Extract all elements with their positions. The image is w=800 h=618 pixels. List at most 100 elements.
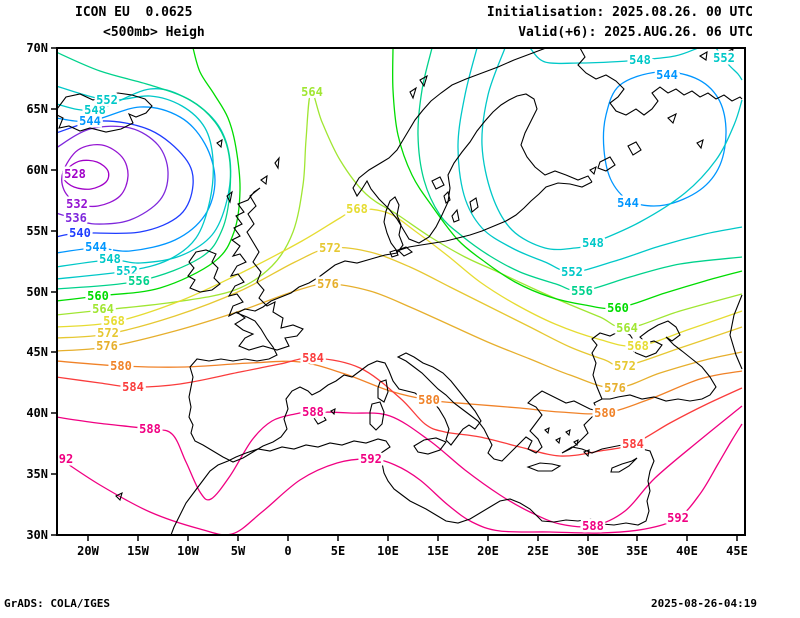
coastline-turkey-levant-africa [170,412,655,535]
contour-592-label: 592 [360,452,382,466]
coastline-aegean-isle-1 [544,427,550,435]
coastline-lofoten-2 [409,86,417,100]
contour-544-line [57,106,216,254]
contour-580-line [57,360,743,415]
contour-580-label: 580 [110,359,132,373]
contour-552-label: 552 [116,264,138,278]
contour-536-label: 536 [65,211,87,225]
coastline-arctic-isle-3 [667,112,677,125]
coastline-hebrides [226,190,233,204]
contour-564-label: 564 [616,321,638,335]
map-frame [56,47,746,536]
coastline-faroe [216,138,223,149]
coastline-rhodes [583,449,590,458]
coastline-lake-onega [627,141,642,156]
axis-label-layer: 20W 15W 10W 5W 0 5E 10E 15E 20E 25E 30E 35E 40E 45E 70… [26,41,748,558]
contour-556-label: 556 [128,274,150,288]
contour-592-line [57,423,743,535]
valid-time: Valid(+6): 2025.AUG.26. 06 UTC [518,25,753,40]
y-tick-label-40N: 40N [26,406,48,420]
contour-548-label: 548 [629,53,651,67]
level-title: <500mb> Heigh [103,25,205,40]
contour-544-label: 544 [617,196,639,210]
contour-588-line [57,405,743,528]
y-tick-label-30N: 30N [26,528,48,542]
contour-564-line [57,91,743,329]
coastline-madeira [115,491,123,502]
contour-528-label: 528 [64,167,86,181]
coastline-black-sea [591,320,717,402]
coastline-orkney [260,174,268,186]
contour-548-line [481,48,743,251]
contour-568-label: 568 [627,339,649,353]
axis-layer [51,47,738,541]
coastline-aegean-isle-2 [555,437,561,445]
contour-536-line [57,125,169,225]
coastline-aegean-isle-4 [573,439,579,447]
coastline-iceland [57,92,153,133]
contour-label-layer: 5285325365405445445485485525525565605645… [56,49,737,536]
contour-568-label: 568 [346,202,368,216]
coastline-arctic-isle-1 [698,50,708,61]
coastline-oland [451,208,460,223]
x-tick-label-30E: 30E [577,544,599,558]
contour-544-line [602,71,727,207]
y-tick-label-55N: 55N [26,224,48,238]
contour-592-label: 592 [667,511,689,525]
x-tick-label-20W: 20W [77,544,99,558]
x-tick-label-35E: 35E [626,544,648,558]
x-tick-label-15W: 15W [127,544,149,558]
contour-552-line [715,48,743,81]
contour-588-label: 588 [302,405,324,419]
coastline-cyprus [610,457,638,473]
x-tick-label-5E: 5E [331,544,345,558]
contour-572-label: 572 [614,359,636,373]
contour-548-label: 548 [99,252,121,266]
contour-584-label: 584 [302,351,324,365]
contour-572-label: 572 [97,326,119,340]
coastline-menorca [330,408,336,416]
coastline-lake-vanern [431,176,445,190]
initialisation-time: Initialisation: 2025.08.26. 00 UTC [486,5,753,20]
coastline-baltic-europe-iberia-med [188,181,603,463]
coastline-arctic-isle-4 [696,138,704,150]
contour-532-label: 532 [66,197,88,211]
contour-544-label: 544 [79,114,101,128]
x-tick-label-45E: 45E [726,544,748,558]
contour-564-label: 564 [92,302,114,316]
x-tick-label-0: 0 [284,544,291,558]
map-border [56,47,746,536]
contour-548-label: 548 [84,103,106,117]
coastline-mallorca [313,413,327,425]
coastline-sardinia [369,401,385,431]
contour-560-label: 560 [607,301,629,315]
contour-560-line [391,48,743,310]
y-tick-label-60N: 60N [26,163,48,177]
contour-544-label: 544 [656,68,678,82]
coastline-aegean-isle-3 [565,429,571,437]
model-title: ICON EU 0.0625 [75,5,193,20]
contour-548-label: 548 [582,236,604,250]
grads-credit: GrADS: COLA/IGES [4,597,110,610]
contour-540-line [57,120,194,238]
contour-552-line [457,48,743,273]
contour-588-label: 588 [139,422,161,436]
x-tick-label-5W: 5W [231,544,246,558]
x-tick-label-10W: 10W [177,544,199,558]
coastline-gotland [469,197,479,214]
coastline-crete [526,462,562,472]
y-tick-label-45N: 45N [26,345,48,359]
y-tick-label-65N: 65N [26,102,48,116]
contour-528-line [62,159,110,190]
coastline-lofoten-1 [419,74,428,88]
contour-556-line [417,48,743,292]
x-tick-label-25E: 25E [527,544,549,558]
contour-552-line [57,85,214,280]
coastline-funen [389,249,399,258]
y-tick-label-70N: 70N [26,41,48,55]
contour-576-label: 576 [96,339,118,353]
x-tick-label-10E: 10E [377,544,399,558]
coastline-lake-ladoga [597,156,616,172]
coastline-ireland [187,249,221,293]
